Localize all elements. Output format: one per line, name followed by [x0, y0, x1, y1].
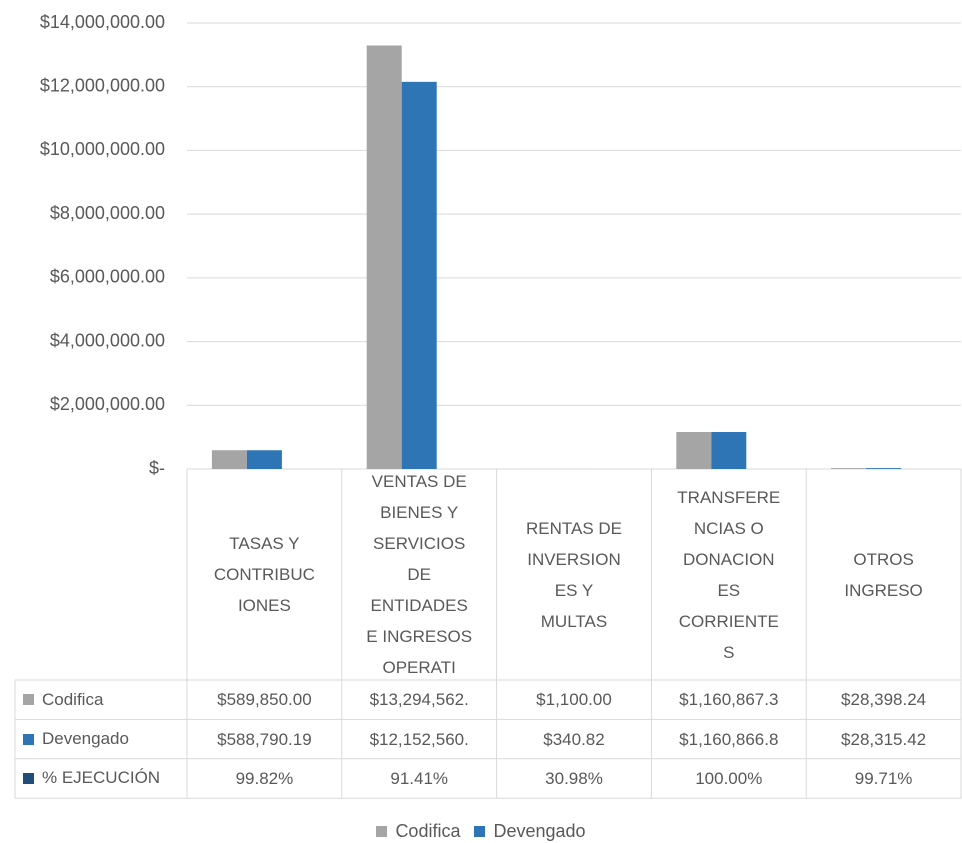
table-cell: $13,294,562.	[369, 690, 469, 710]
table-row-header: Codifica	[23, 680, 187, 719]
legend-label: Devengado	[493, 820, 586, 841]
series-name: % EJECUCIÓN	[42, 768, 161, 788]
table-cell: $12,152,560.	[369, 729, 469, 749]
table-row-header: % EJECUCIÓN	[23, 759, 187, 798]
bar	[676, 432, 712, 469]
table-cell: $1,100.00	[536, 690, 612, 710]
y-tick-label: $4,000,000.00	[50, 330, 165, 350]
table-cell: 99.71%	[854, 768, 913, 788]
bar	[831, 468, 867, 469]
table-cell: 91.41%	[390, 768, 449, 788]
legend-key	[23, 694, 34, 706]
y-tick-label: $6,000,000.00	[50, 267, 165, 287]
legend-key	[23, 772, 34, 784]
legend-key	[376, 825, 388, 837]
series-name: Codifica	[42, 689, 104, 709]
category-label: TRANSFERE NCIAS O DONACION ES CORRIENTE …	[677, 487, 781, 662]
category-label: RENTAS DE INVERSION ES Y MULTAS	[525, 518, 623, 631]
bar	[866, 468, 902, 469]
category-label: TASAS Y CONTRIBUC IONES	[213, 534, 315, 615]
category-label: VENTAS DE BIENES Y SERVICIOS DE ENTIDADE…	[366, 472, 473, 677]
table-cell: $28,398.24	[841, 690, 927, 710]
bar	[366, 45, 402, 470]
y-tick-label: $-	[149, 458, 165, 478]
legend-key	[23, 733, 34, 745]
table-cell: $28,315.42	[841, 729, 927, 749]
y-tick-label: $8,000,000.00	[50, 203, 165, 223]
table-row-header: Devengado	[23, 719, 187, 758]
y-tick-label: $12,000,000.00	[40, 75, 165, 95]
table-cell: 99.82%	[235, 768, 294, 788]
bar	[401, 81, 437, 469]
table-cell: 30.98%	[545, 768, 603, 788]
legend: Codifica Devengado	[0, 816, 962, 843]
table-cell: $340.82	[543, 729, 605, 749]
bar	[211, 450, 247, 469]
y-tick-label: $14,000,000.00	[40, 12, 165, 32]
legend-label: Codifica	[395, 820, 461, 841]
legend-key	[474, 825, 486, 837]
table-cell: $589,850.00	[217, 690, 312, 710]
table-cell: $1,160,866.8	[679, 729, 779, 749]
series-name: Devengado	[42, 729, 129, 749]
table-cell: 100.00%	[695, 768, 763, 788]
y-tick-label: $10,000,000.00	[40, 139, 165, 159]
table-cell: $588,790.19	[217, 729, 312, 749]
bar	[711, 432, 747, 469]
bar	[246, 450, 282, 469]
category-label: OTROS INGRESO	[844, 549, 923, 600]
y-tick-label: $2,000,000.00	[50, 394, 165, 414]
table-cell: $1,160,867.3	[679, 690, 779, 710]
